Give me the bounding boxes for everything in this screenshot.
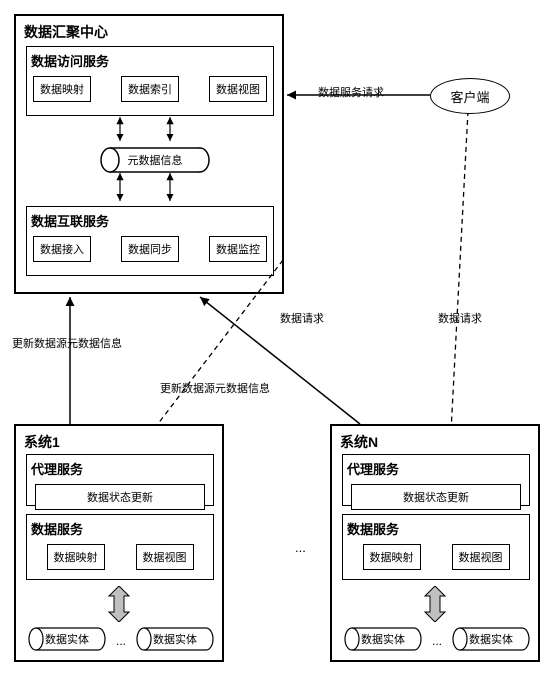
system1-ds-view: 数据视图 (136, 544, 194, 570)
systemN-status-update: 数据状态更新 (351, 484, 521, 510)
systemN-entity-1-label: 数据实体 (361, 631, 405, 647)
system1-entity-2-label: 数据实体 (153, 631, 197, 647)
system1-entity-2: 数据实体 (136, 626, 214, 652)
metadata-label: 元数据信息 (128, 152, 183, 168)
systemN-bidir-arrow-icon (420, 586, 450, 622)
systemN-entity-1: 数据实体 (344, 626, 422, 652)
system1-dataservice-box: 数据服务 数据映射 数据视图 (26, 514, 214, 580)
interconnect-service-title: 数据互联服务 (31, 211, 273, 230)
data-center-title: 数据汇聚中心 (24, 22, 108, 42)
interconnect-service-box: 数据互联服务 数据接入 数据同步 数据监控 (26, 206, 274, 276)
system1-bidir-arrow-icon (104, 586, 134, 622)
system1-status-update: 数据状态更新 (35, 484, 205, 510)
metadata-cylinder: 元数据信息 (100, 146, 210, 174)
systemN-proxy-box: 代理服务 数据状态更新 (342, 454, 530, 506)
access-item-index: 数据索引 (121, 76, 179, 102)
systemN-title: 系统N (340, 432, 378, 452)
system1-proxy-box: 代理服务 数据状态更新 (26, 454, 214, 506)
label-data-request-right: 数据请求 (438, 310, 482, 326)
interconnect-item-sync: 数据同步 (121, 236, 179, 262)
label-data-request-left: 数据请求 (280, 310, 324, 326)
systemN-ds-view: 数据视图 (452, 544, 510, 570)
interconnect-item-access: 数据接入 (33, 236, 91, 262)
system1-entity-ellipsis: ... (116, 634, 126, 648)
system1-title: 系统1 (24, 432, 60, 452)
data-center-box: 数据汇聚中心 数据访问服务 数据映射 数据索引 数据视图 元数据信息 数据互联服… (14, 14, 284, 294)
access-service-title: 数据访问服务 (31, 51, 273, 70)
client-label: 客户端 (450, 87, 489, 106)
access-service-box: 数据访问服务 数据映射 数据索引 数据视图 (26, 46, 274, 116)
systemN-dataservice-title: 数据服务 (347, 519, 529, 538)
systemN-ds-mapping: 数据映射 (363, 544, 421, 570)
system1-proxy-title: 代理服务 (31, 459, 213, 478)
client-node: 客户端 (430, 78, 510, 114)
systemN-entity-ellipsis: ... (432, 634, 442, 648)
system1-entity-1-label: 数据实体 (45, 631, 89, 647)
systemN-dataservice-box: 数据服务 数据映射 数据视图 (342, 514, 530, 580)
system1-box: 系统1 代理服务 数据状态更新 数据服务 数据映射 数据视图 数据实体 ... (14, 424, 224, 662)
access-item-view: 数据视图 (209, 76, 267, 102)
systemN-entity-2: 数据实体 (452, 626, 530, 652)
systemN-entity-2-label: 数据实体 (469, 631, 513, 647)
system1-ds-mapping: 数据映射 (47, 544, 105, 570)
interconnect-item-monitor: 数据监控 (209, 236, 267, 262)
systems-ellipsis: ... (295, 540, 306, 555)
system1-dataservice-title: 数据服务 (31, 519, 213, 538)
systemN-proxy-title: 代理服务 (347, 459, 529, 478)
systemN-box: 系统N 代理服务 数据状态更新 数据服务 数据映射 数据视图 数据实体 ... (330, 424, 540, 662)
label-service-request: 数据服务请求 (318, 84, 384, 100)
label-update-meta-right: 更新数据源元数据信息 (160, 380, 270, 396)
access-item-mapping: 数据映射 (33, 76, 91, 102)
label-update-meta-left: 更新数据源元数据信息 (12, 335, 122, 351)
system1-entity-1: 数据实体 (28, 626, 106, 652)
